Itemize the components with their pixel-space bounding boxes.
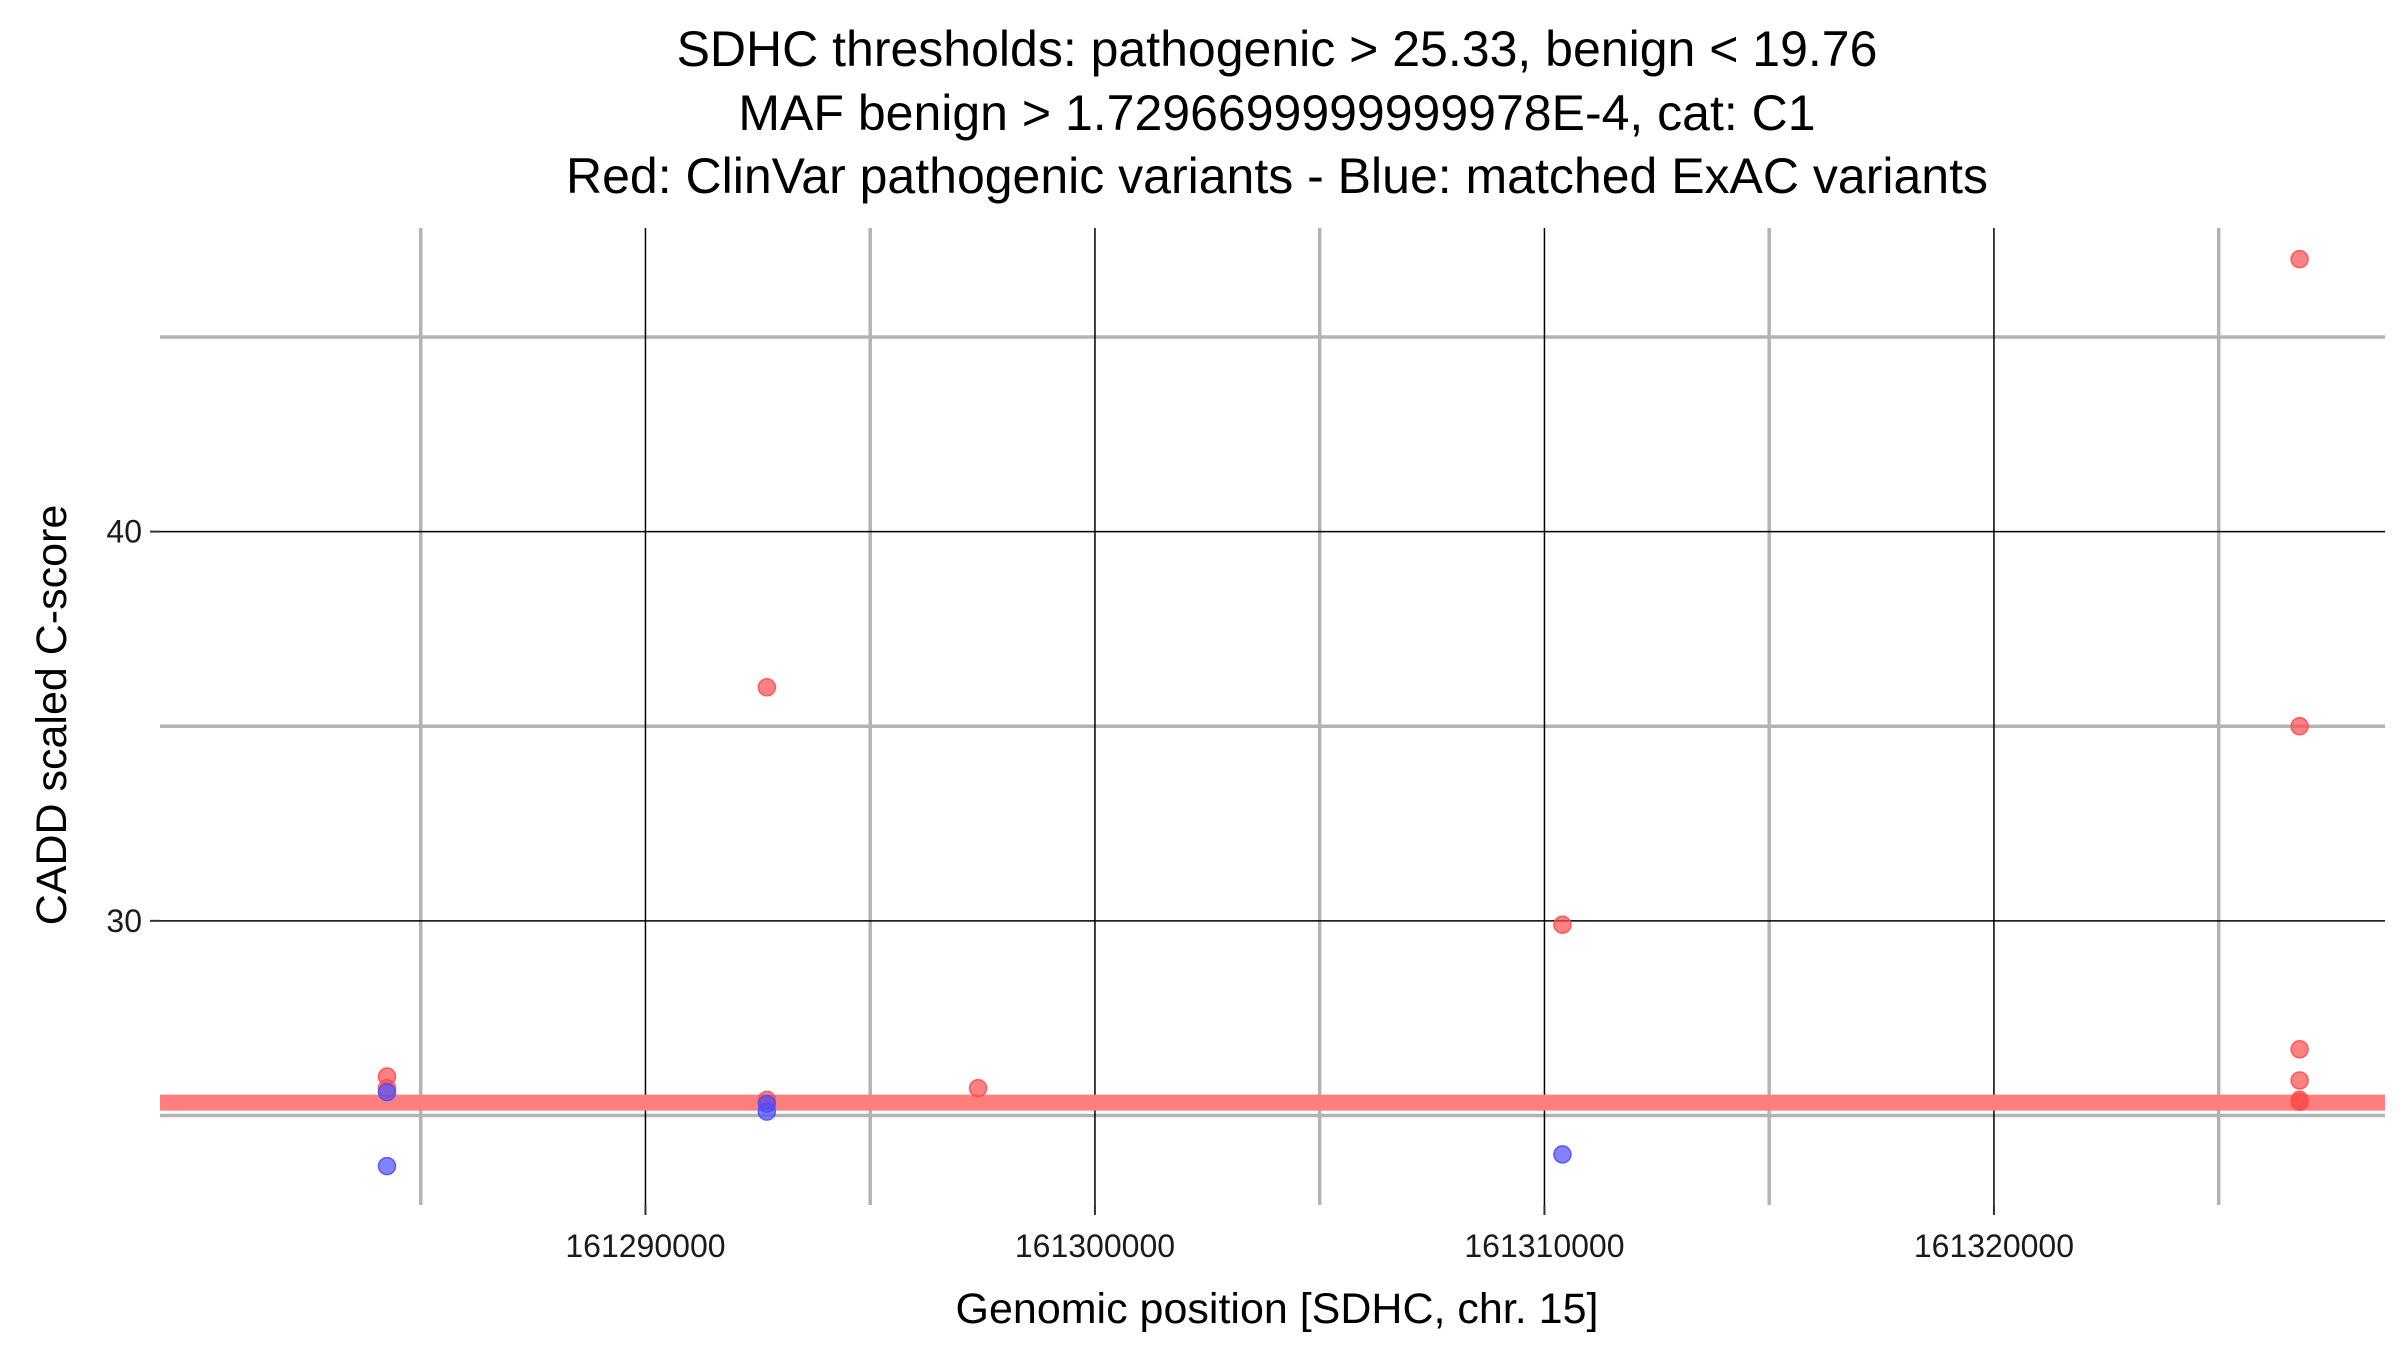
x-tick-label-1: 161300000 — [1015, 1228, 1175, 1264]
pathogenic-point-5 — [1553, 915, 1572, 934]
data-points — [377, 249, 2309, 1176]
axis-ticks: 161290000 161300000 161310000 161320000 30 40 — [106, 514, 2074, 1264]
pathogenic-point-9 — [2290, 1071, 2309, 1090]
title-line-2: MAF benign > 1.7296699999999978E-4, cat:… — [738, 85, 1815, 141]
major-gridlines — [160, 228, 2385, 1205]
x-tick-label-0: 161290000 — [565, 1228, 725, 1264]
title-line-1: SDHC thresholds: pathogenic > 25.33, ben… — [677, 21, 1878, 77]
matched-point-3 — [757, 1102, 777, 1121]
matched-point-0 — [377, 1082, 397, 1102]
matched-point-1 — [377, 1156, 397, 1176]
y-axis-title: CADD scaled C-score — [28, 505, 76, 926]
pathogenic-point-6 — [2290, 249, 2309, 269]
pathogenic-point-4 — [968, 1078, 988, 1098]
matched-point-4 — [1553, 1145, 1572, 1164]
y-tick-label-1: 40 — [106, 514, 142, 550]
pathogenic-point-7 — [2290, 716, 2309, 736]
x-tick-label-2: 161310000 — [1464, 1228, 1624, 1264]
x-axis-title: Genomic position [SDHC, chr. 15] — [956, 1285, 1599, 1333]
pathogenic-point-8 — [2290, 1040, 2309, 1059]
y-tick-label-0: 30 — [106, 903, 142, 939]
minor-gridlines — [160, 228, 2385, 1205]
chart-title: SDHC thresholds: pathogenic > 25.33, ben… — [566, 21, 1988, 204]
title-line-3: Red: ClinVar pathogenic variants - Blue:… — [566, 148, 1988, 204]
pathogenic-point-2 — [757, 678, 777, 697]
pathogenic-point-11 — [2290, 1092, 2309, 1112]
x-tick-label-3: 161320000 — [1914, 1228, 2074, 1264]
